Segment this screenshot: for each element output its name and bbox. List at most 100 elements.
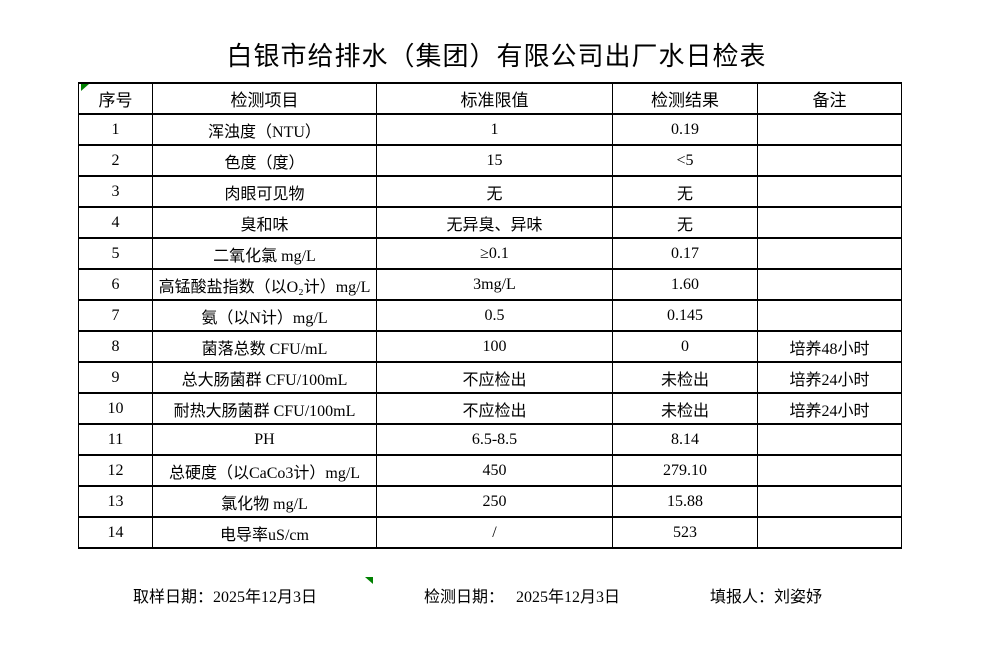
reporter: 填报人：刘姿妤 [710, 583, 822, 607]
sample-date-value: 2025年12月3日 [213, 589, 318, 606]
reporter-value: 刘姿妤 [774, 589, 823, 606]
table-cell: 未检出 [612, 361, 758, 394]
table-cell: 15 [376, 144, 613, 177]
table-cell: / [376, 516, 613, 549]
table-cell: 12 [78, 454, 153, 487]
table-cell [757, 113, 902, 146]
page-title: 白银市给排水（集团）有限公司出厂水日检表 [226, 42, 767, 71]
table-cell [757, 454, 902, 487]
table-header: 序号 检测项目 标准限值 检测结果 备注 [78, 82, 902, 115]
table-row: 9 总大肠菌群 CFU/100mL 不应检出 未检出 培养24小时 [78, 361, 902, 394]
table-cell: 100 [376, 330, 613, 363]
test-date-label: 检测日期： [424, 589, 505, 606]
table-cell: 10 [78, 392, 153, 425]
table-cell: 14 [78, 516, 153, 549]
table-cell: 3 [78, 175, 153, 208]
table-cell: 无 [612, 175, 758, 208]
header-cell-index: 序号 [78, 82, 153, 115]
table-cell [757, 299, 902, 332]
table-cell: 氨（以N计）mg/L [152, 299, 377, 332]
table-cell [757, 206, 902, 239]
table-cell [757, 237, 902, 270]
table-cell: 250 [376, 485, 613, 518]
table-row: 14 电导率uS/cm/523 [78, 516, 902, 549]
table-cell: ≥0.1 [376, 237, 613, 270]
table-cell: 培养24小时 [757, 392, 902, 425]
table-cell: 9 [78, 361, 153, 394]
table-cell [757, 485, 902, 518]
table-cell: 3mg/L [376, 268, 613, 301]
table-cell: 肉眼可见物 [152, 175, 377, 208]
table-row: 8 菌落总数 CFU/mL 100 0 培养48小时 [78, 330, 902, 363]
table-cell: 279.10 [612, 454, 758, 487]
table-cell: 培养24小时 [757, 361, 902, 394]
table-row: 7 氨（以N计）mg/L 0.5 0.145 [78, 299, 902, 332]
table-cell: 总硬度（以CaCo3计）mg/L [152, 454, 377, 487]
table-cell: 8 [78, 330, 153, 363]
table-cell: 7 [78, 299, 153, 332]
header-cell-result: 检测结果 [612, 82, 758, 115]
table-cell: 氯化物 mg/L [152, 485, 377, 518]
table-cell: 5 [78, 237, 153, 270]
table-cell: PH [152, 423, 377, 456]
table-cell: 450 [376, 454, 613, 487]
table-row: 5 二氧化氯 mg/L ≥0.1 0.17 [78, 237, 902, 270]
table-cell: 色度（度） [152, 144, 377, 177]
table-cell: 不应检出 [376, 361, 613, 394]
table-cell: 0.145 [612, 299, 758, 332]
table-cell: 电导率uS/cm [152, 516, 377, 549]
table-cell [757, 268, 902, 301]
sample-date: 取样日期：2025年12月3日 [133, 583, 317, 607]
table-cell: 8.14 [612, 423, 758, 456]
table-cell: 耐热大肠菌群 CFU/100mL [152, 392, 377, 425]
table-cell: 总大肠菌群 CFU/100mL [152, 361, 377, 394]
table-row: 2 色度（度） 15 <5 [78, 144, 902, 177]
table-cell: 1.60 [612, 268, 758, 301]
table-cell: 未检出 [612, 392, 758, 425]
table-cell: 不应检出 [376, 392, 613, 425]
table-cell: 无 [376, 175, 613, 208]
table-cell [757, 144, 902, 177]
table-cell: 无 [612, 206, 758, 239]
inspection-table: 序号 检测项目 标准限值 检测结果 备注 1 浑浊度（NTU） 1 0.19 2 色度（度… [78, 82, 902, 549]
table-row: 11 PH 6.5-8.5 8.14 [78, 423, 902, 456]
table-cell: <5 [612, 144, 758, 177]
table-row: 1 浑浊度（NTU） 1 0.19 [78, 113, 902, 146]
table-cell: 菌落总数 CFU/mL [152, 330, 377, 363]
table-cell [757, 175, 902, 208]
table-cell [757, 516, 902, 549]
table-cell: 0.19 [612, 113, 758, 146]
test-date-value: 2025年12月3日 [516, 589, 621, 606]
table-row: 12 总硬度（以CaCo3计）mg/L 450 279.10 [78, 454, 902, 487]
table-cell: 11 [78, 423, 153, 456]
table-cell: 0 [612, 330, 758, 363]
table-cell: 高锰酸盐指数（以O₂计）mg/L [152, 268, 377, 301]
table-cell [757, 423, 902, 456]
cell-error-triangle-icon [81, 84, 89, 91]
table-cell: 13 [78, 485, 153, 518]
table-row: 4 臭和味 无异臭、异味无 [78, 206, 902, 239]
table-cell: 二氧化氯 mg/L [152, 237, 377, 270]
table-cell: 无异臭、异味 [376, 206, 613, 239]
table-cell: 0.17 [612, 237, 758, 270]
table-cell: 523 [612, 516, 758, 549]
test-date: 检测日期： 2025年12月3日 [424, 583, 620, 607]
table-row: 10 耐热大肠菌群 CFU/100mL 不应检出 未检出 培养24小时 [78, 392, 902, 425]
table-cell: 15.88 [612, 485, 758, 518]
reporter-label: 填报人： [710, 589, 775, 606]
header-row: 序号 检测项目 标准限值 检测结果 备注 [78, 82, 902, 115]
table-cell: 培养48小时 [757, 330, 902, 363]
table-cell: 6.5-8.5 [376, 423, 613, 456]
header-cell-limit: 标准限值 [376, 82, 613, 115]
table-cell: 6 [78, 268, 153, 301]
header-cell-remark: 备注 [757, 82, 902, 115]
table-cell: 4 [78, 206, 153, 239]
table-cell: 2 [78, 144, 153, 177]
table-cell: 浑浊度（NTU） [152, 113, 377, 146]
table-cell: 1 [78, 113, 153, 146]
table-cell: 臭和味 [152, 206, 377, 239]
table-cell: 0.5 [376, 299, 613, 332]
table-row: 6 高锰酸盐指数（以O₂计）mg/L 3mg/L 1.60 [78, 268, 902, 301]
table-row: 3 肉眼可见物无无 [78, 175, 902, 208]
